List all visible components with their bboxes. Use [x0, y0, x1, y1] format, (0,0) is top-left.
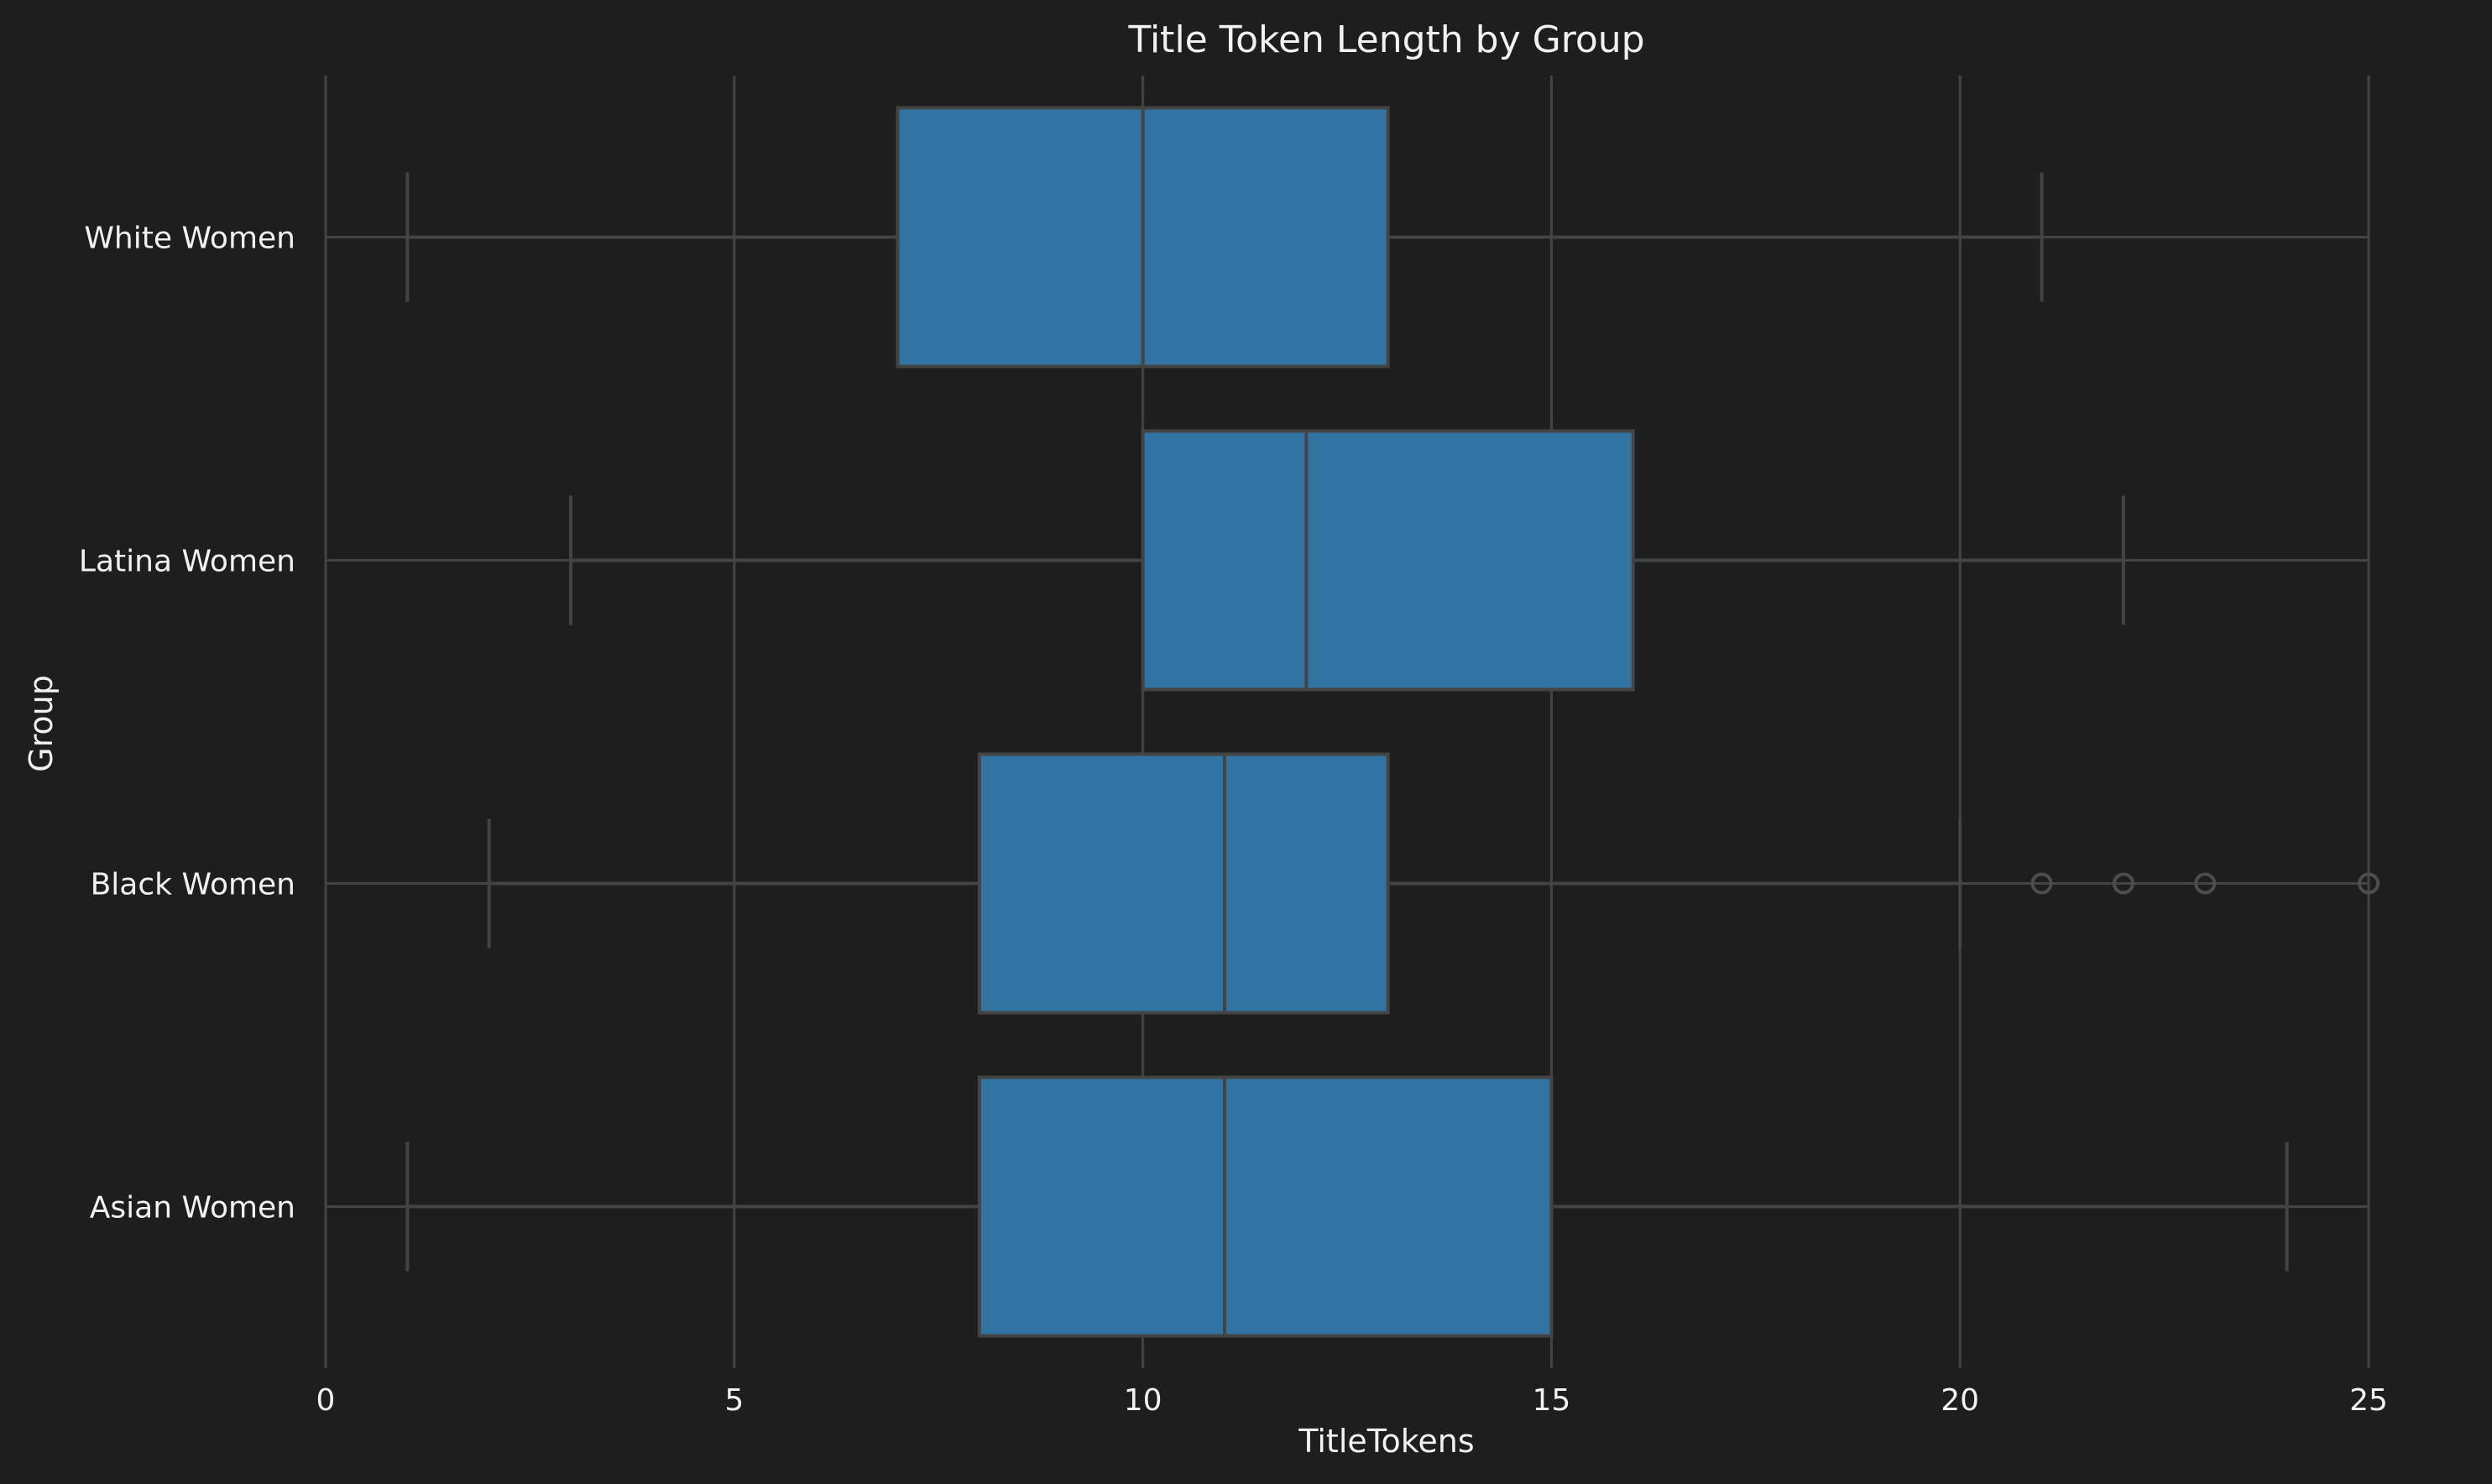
x-tick-label-10: 10	[1124, 1383, 1162, 1418]
tick-labels: 0 5 10 15 20 25 White Women Latina Women Black W…	[79, 222, 2388, 1419]
y-axis-label: Group	[23, 675, 60, 772]
outlier-2-2	[2194, 872, 2217, 895]
y-tick-label-3: Asian Women	[90, 1191, 295, 1225]
box-2	[487, 752, 2380, 1015]
x-tick-label-0: 0	[316, 1383, 336, 1418]
box-0	[405, 106, 2044, 368]
outlier-2-0	[2030, 872, 2053, 895]
box-1	[569, 429, 2125, 692]
x-tick-label-20: 20	[1941, 1383, 1979, 1418]
iqr-box-1	[1141, 429, 1635, 692]
box-3	[405, 1075, 2289, 1338]
iqr-box-3	[977, 1075, 1554, 1338]
y-tick-label-1: Latina Women	[79, 545, 295, 579]
x-tick-label-25: 25	[2349, 1383, 2388, 1418]
box-layer	[405, 106, 2380, 1338]
y-tick-label-2: Black Women	[91, 868, 295, 902]
outlier-2-1	[2112, 872, 2134, 895]
chart-title: Title Token Length by Group	[1127, 18, 1644, 61]
x-tick-label-5: 5	[724, 1383, 744, 1418]
outlier-2-3	[2358, 872, 2380, 895]
y-tick-label-0: White Women	[84, 222, 295, 256]
x-tick-label-15: 15	[1532, 1383, 1570, 1418]
iqr-box-2	[977, 752, 1390, 1015]
x-axis-label: TitleTokens	[1298, 1423, 1474, 1460]
